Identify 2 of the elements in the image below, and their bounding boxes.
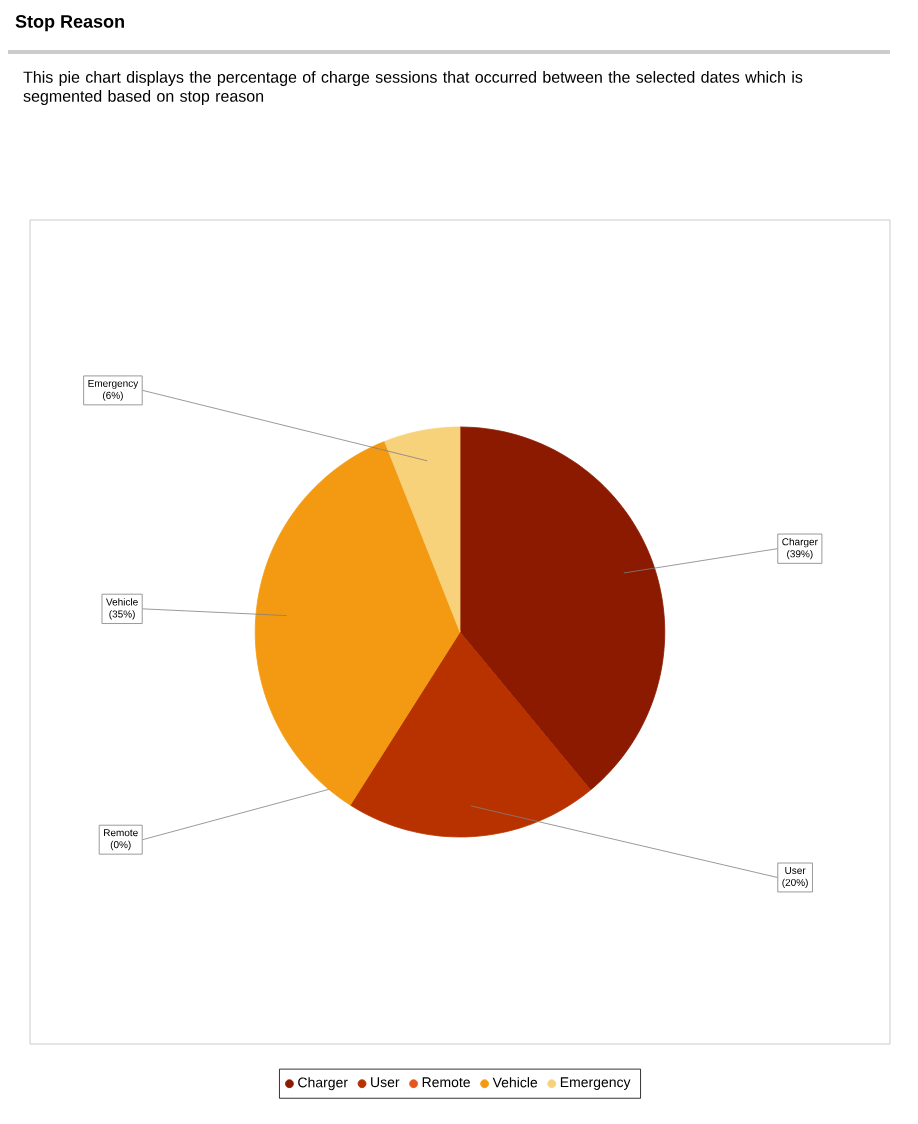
- chart-title: Stop Reason: [15, 15, 124, 32]
- chart-subtitle: This pie chart displays the percentage of charge sessions that occurred between the selected dates which is segmented based on stop reason: [23, 71, 803, 105]
